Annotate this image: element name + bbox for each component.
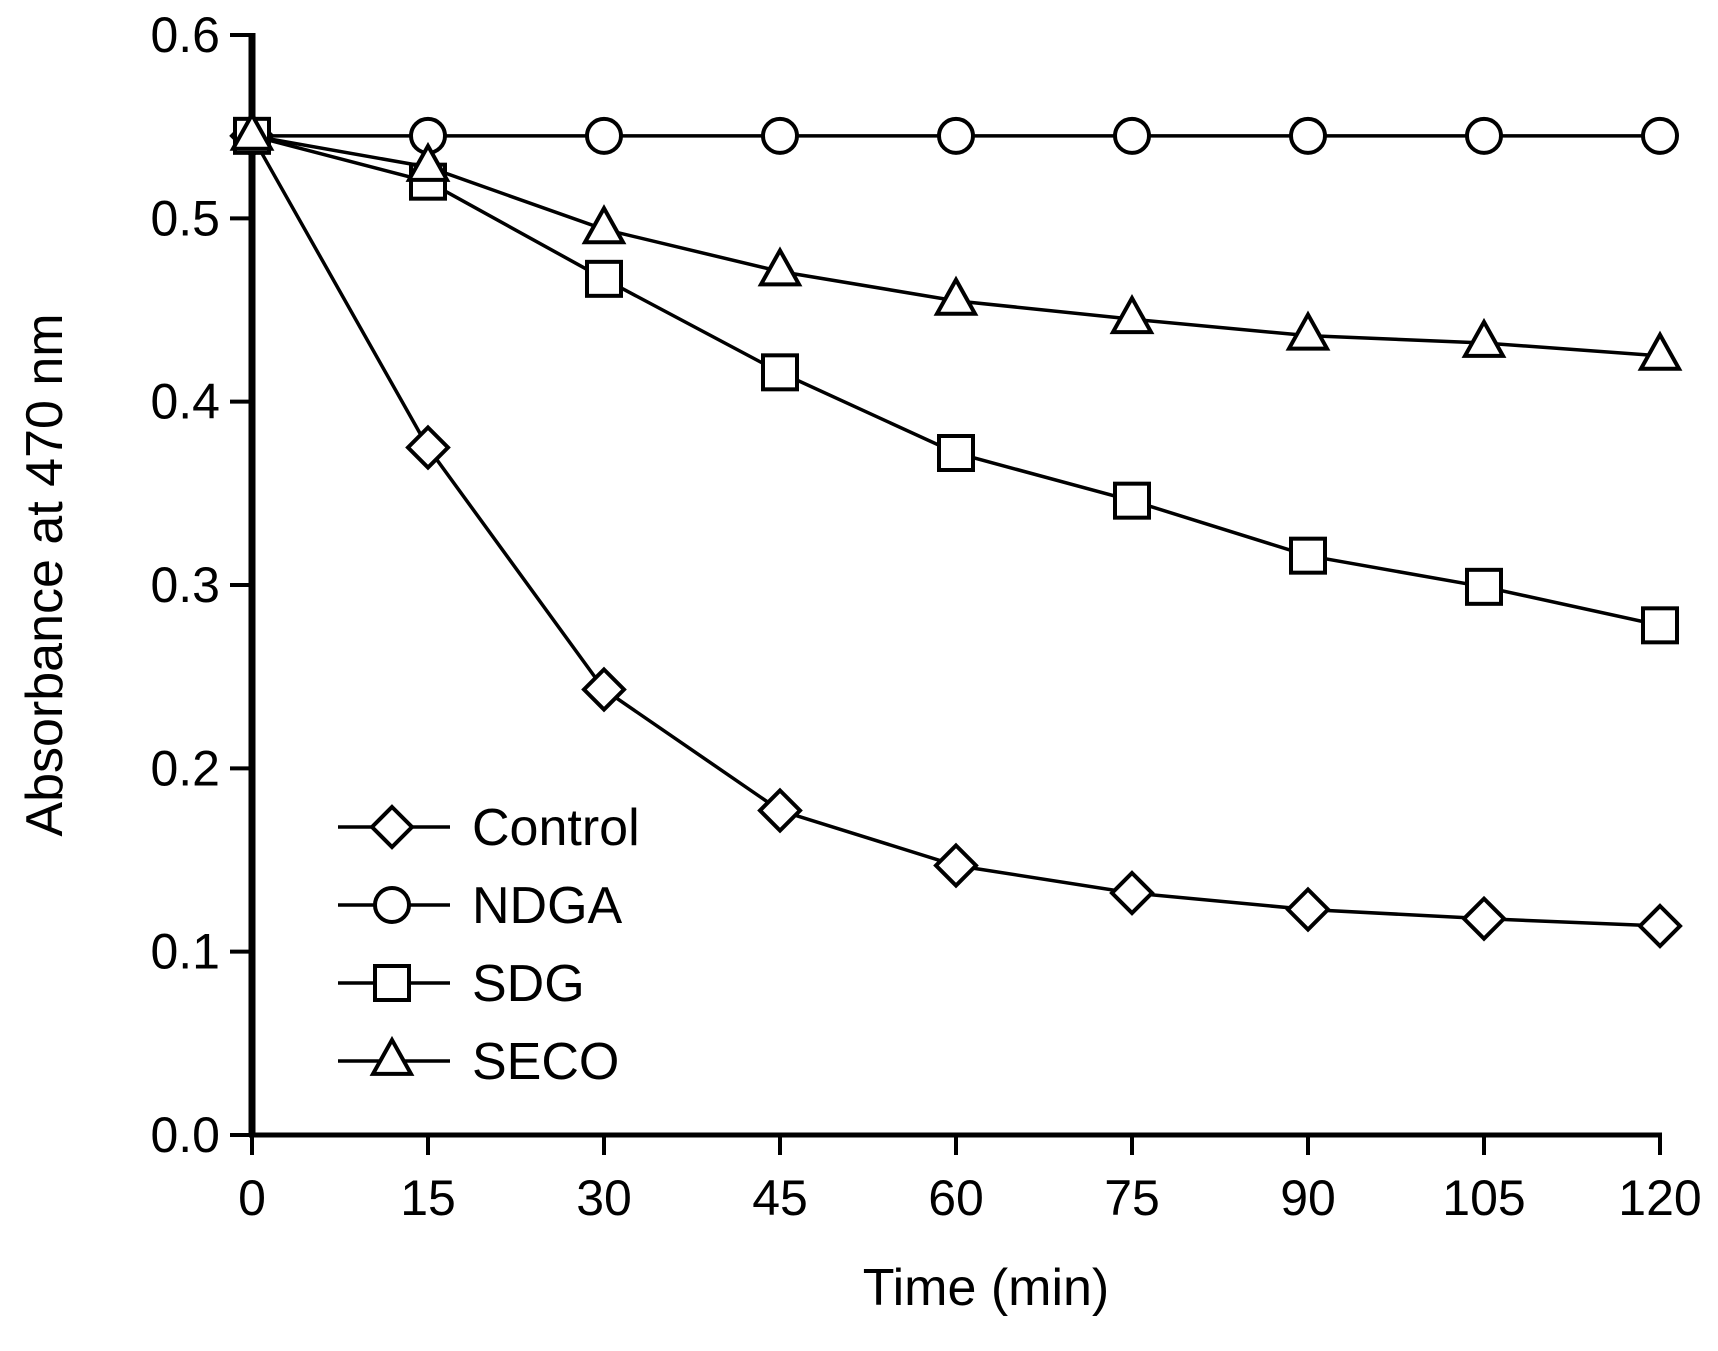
marker-ndga <box>937 116 975 155</box>
marker-seco <box>229 110 275 151</box>
y-tick-label: 0.2 <box>150 740 220 796</box>
marker-ndga <box>1289 116 1327 155</box>
x-tick-label: 15 <box>400 1170 456 1226</box>
y-tick-label: 0.5 <box>150 190 220 246</box>
marker-sdg <box>761 353 799 392</box>
x-tick-label: 60 <box>928 1170 984 1226</box>
marker-ndga <box>761 116 799 155</box>
marker-seco <box>933 275 979 316</box>
series-line-seco <box>251 134 1661 358</box>
marker-seco <box>757 246 803 287</box>
marker-control <box>1285 886 1331 933</box>
legend-marker-seco <box>369 1035 415 1076</box>
x-tick-label: 30 <box>576 1170 632 1226</box>
legend: Control NDGA SDG SECO <box>338 799 640 1091</box>
x-tick-label: 45 <box>752 1170 808 1226</box>
series-line-sdg <box>251 134 1661 628</box>
marker-sdg <box>1289 536 1327 575</box>
legend-marker-ndga <box>373 886 411 924</box>
legend-label-control: Control <box>472 799 640 857</box>
y-tick-label: 0.4 <box>150 374 220 430</box>
y-axis-title: Absorbance at 470 nm <box>16 313 74 836</box>
marker-ndga <box>1465 116 1503 155</box>
x-tick-label: 0 <box>238 1170 266 1226</box>
marker-sdg <box>585 259 623 298</box>
marker-seco <box>581 204 627 245</box>
x-tick-label: 90 <box>1280 1170 1336 1226</box>
legend-marker-sdg <box>373 964 411 1002</box>
marker-sdg <box>937 434 975 472</box>
marker-seco <box>405 141 451 182</box>
y-tick-label: 0.6 <box>150 7 220 63</box>
legend-entry-sdg: SDG <box>338 955 585 1013</box>
marker-sdg <box>1113 481 1151 520</box>
series-markers <box>229 110 1683 949</box>
legend-label-seco: SECO <box>472 1033 619 1091</box>
marker-control <box>405 424 451 471</box>
marker-control <box>1461 895 1507 942</box>
marker-sdg <box>1465 567 1503 606</box>
legend-entry-control: Control <box>338 799 640 857</box>
x-tick-label: 120 <box>1618 1170 1701 1226</box>
marker-control <box>757 787 803 834</box>
series-line-control <box>250 134 1661 928</box>
marker-ndga <box>1113 116 1151 155</box>
marker-ndga <box>1641 116 1679 155</box>
x-axis-title: Time (min) <box>863 1259 1110 1317</box>
y-tick-label: 0.1 <box>150 924 220 980</box>
marker-control <box>581 666 627 713</box>
legend-entry-seco: SECO <box>338 1033 619 1091</box>
marker-seco <box>1285 310 1331 351</box>
marker-seco <box>1109 293 1155 335</box>
legend-marker-control <box>369 804 415 850</box>
y-tick-label: 0.0 <box>150 1107 220 1163</box>
x-tick-label: 105 <box>1442 1170 1525 1226</box>
marker-ndga <box>585 116 623 155</box>
legend-label-sdg: SDG <box>472 955 585 1013</box>
marker-control <box>1637 903 1683 949</box>
marker-control <box>933 842 979 889</box>
legend-entry-ndga: NDGA <box>338 877 623 935</box>
marker-control <box>1109 870 1155 916</box>
x-tick-label: 75 <box>1104 1170 1160 1226</box>
legend-label-ndga: NDGA <box>472 877 623 935</box>
axes: 0.0 0.1 0.2 0.3 0.4 0.5 0.6 0 15 30 45 60 75 90 105 120 <box>150 7 1701 1226</box>
series-lines <box>250 134 1661 928</box>
marker-seco <box>1461 317 1507 358</box>
y-tick-label: 0.3 <box>150 557 220 613</box>
marker-seco <box>1637 330 1683 371</box>
marker-sdg <box>1641 606 1679 645</box>
